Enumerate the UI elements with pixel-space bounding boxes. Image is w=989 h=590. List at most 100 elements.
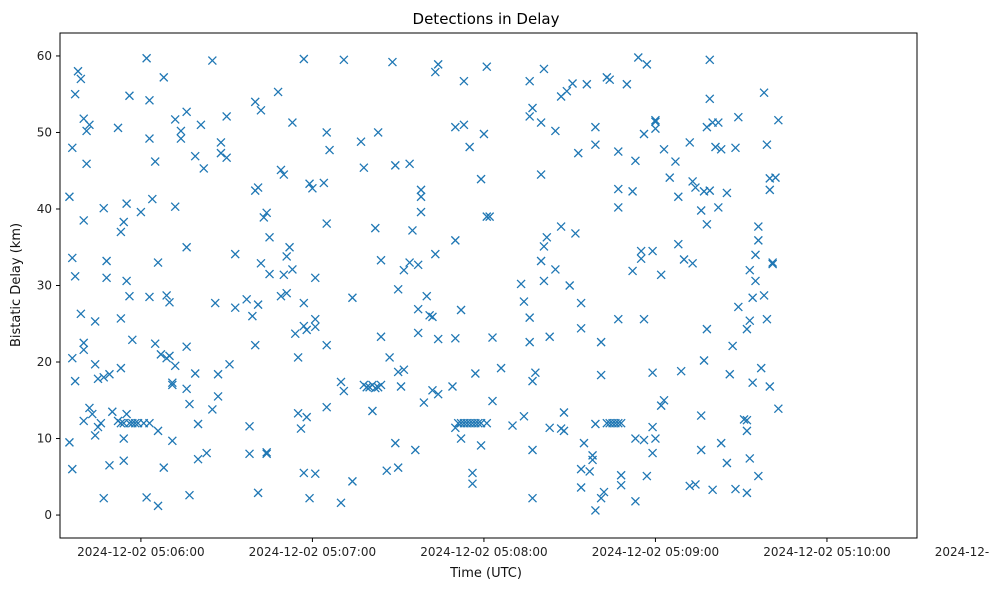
data-point: [145, 134, 154, 144]
data-point: [585, 466, 595, 476]
data-point: [650, 115, 660, 125]
data-point: [425, 310, 435, 320]
data-point: [759, 290, 769, 300]
x-tick-label: 2024-12-02 05:07:00: [249, 545, 376, 559]
data-point: [93, 374, 103, 384]
data-point: [79, 416, 89, 426]
data-point: [630, 156, 640, 166]
data-point: [116, 363, 126, 373]
data-point: [216, 137, 226, 147]
data-point: [67, 143, 77, 153]
data-point: [636, 246, 646, 256]
data-point: [207, 56, 217, 66]
data-point: [222, 153, 232, 163]
data-point: [559, 426, 569, 436]
data-point: [731, 484, 740, 494]
data-point: [373, 128, 383, 137]
data-point: [116, 418, 126, 428]
data-point: [370, 223, 380, 233]
data-point: [696, 445, 706, 455]
x-tick-label: 2024-12-02 05:10:00: [763, 545, 890, 559]
data-point: [390, 438, 400, 448]
data-point: [545, 332, 555, 342]
data-point: [488, 396, 497, 406]
data-point: [307, 183, 317, 193]
data-point: [82, 159, 92, 169]
data-point: [688, 176, 698, 186]
data-point: [702, 219, 712, 229]
data-point: [753, 471, 763, 481]
data-point: [542, 232, 552, 242]
data-point: [539, 64, 549, 74]
data-point: [582, 79, 592, 89]
y-tick-label: 20: [37, 355, 52, 369]
data-point: [413, 260, 423, 270]
data-point: [536, 118, 546, 127]
data-point: [616, 418, 626, 428]
data-point: [588, 455, 598, 465]
data-point: [167, 378, 177, 388]
data-point: [696, 411, 706, 421]
data-point: [576, 464, 586, 474]
data-point: [762, 140, 772, 150]
data-point: [322, 340, 332, 350]
data-point: [742, 415, 752, 425]
data-point: [708, 485, 718, 495]
data-point: [296, 424, 306, 434]
data-point: [153, 501, 163, 511]
data-point: [90, 317, 100, 326]
data-point: [768, 259, 778, 269]
y-tick-label: 50: [37, 125, 52, 139]
x-tick-label: 2024-12-02 05:09:00: [592, 545, 719, 559]
data-point: [570, 229, 580, 238]
data-point: [185, 399, 194, 409]
data-point: [745, 316, 755, 326]
data-point: [428, 385, 437, 395]
data-point: [310, 314, 320, 324]
data-point: [104, 369, 114, 379]
data-point: [376, 255, 386, 265]
data-point: [79, 338, 89, 348]
data-point: [450, 333, 460, 343]
data-point: [528, 493, 537, 503]
data-point: [102, 273, 112, 283]
data-point: [67, 353, 77, 363]
data-point: [473, 418, 483, 428]
data-point: [199, 163, 209, 173]
data-point: [202, 448, 212, 458]
data-point: [590, 122, 600, 132]
data-point: [773, 404, 783, 414]
data-point: [691, 183, 700, 193]
data-point: [605, 75, 615, 85]
data-point: [696, 206, 706, 215]
data-point: [679, 255, 689, 264]
data-point: [559, 408, 569, 417]
data-point: [356, 137, 366, 147]
data-point: [565, 281, 575, 290]
data-point: [762, 314, 772, 324]
data-point: [93, 422, 103, 432]
data-point: [599, 487, 609, 497]
data-point: [482, 212, 492, 222]
data-point: [465, 142, 475, 152]
data-point: [347, 293, 357, 303]
data-point: [748, 378, 758, 388]
data-point: [550, 264, 560, 274]
data-point: [90, 431, 100, 440]
y-axis-ticks: 0 10 20 30 40 50 60: [37, 49, 60, 522]
data-point: [99, 372, 109, 382]
data-point: [613, 202, 623, 212]
data-point: [64, 437, 74, 447]
data-point: [279, 270, 289, 280]
data-point: [162, 290, 172, 300]
data-point: [751, 250, 760, 260]
data-point: [422, 291, 432, 301]
data-point: [705, 186, 715, 196]
data-point: [256, 105, 266, 115]
data-point: [182, 242, 192, 252]
data-point: [416, 207, 426, 217]
data-point: [528, 103, 537, 113]
data-point: [765, 382, 775, 391]
data-point: [67, 253, 77, 263]
